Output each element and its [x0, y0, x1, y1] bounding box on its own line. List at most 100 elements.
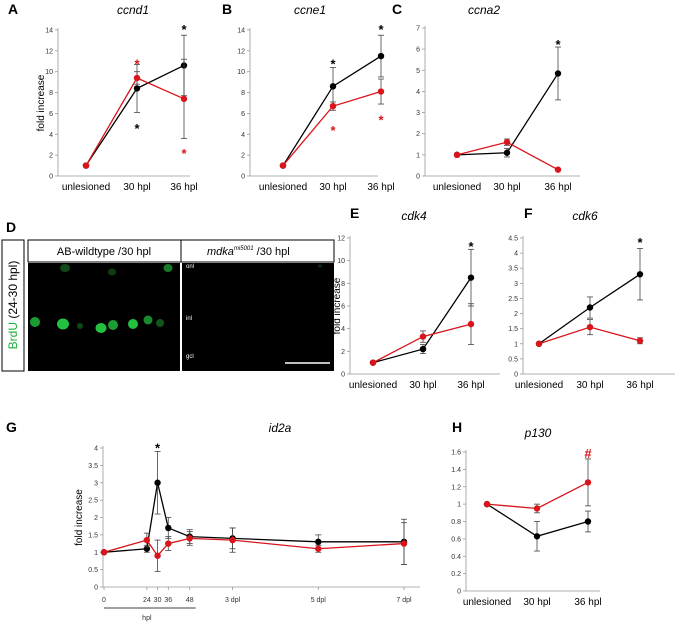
y-tick-label: 0: [457, 589, 461, 596]
data-point: [554, 70, 562, 77]
series-mutant: [82, 58, 188, 169]
y-tick-label: 0.2: [451, 571, 461, 578]
y-tick-label: 1.5: [88, 532, 98, 539]
data-point: [533, 505, 541, 512]
y-axis-label: fold increase: [74, 489, 85, 546]
data-point: [133, 85, 141, 92]
data-point: [315, 545, 322, 552]
y-tick-label: 10: [237, 69, 245, 76]
series-wildtype: [453, 46, 562, 159]
data-point: [186, 535, 193, 542]
micrograph-panel: D BrdU (24-30 hpl) AB-wildtype /30 hpl m…: [1, 219, 335, 372]
significance-marker: *: [555, 37, 561, 52]
x-tick-label: 0: [102, 597, 106, 604]
y-tick-label: 0.8: [451, 519, 461, 526]
y-tick-label: 0: [416, 174, 420, 181]
y-tick-label: 0: [514, 372, 518, 379]
y-tick-label: 6: [241, 111, 245, 118]
x-category-label: unlesioned: [349, 380, 397, 391]
y-tick-label: 7: [416, 26, 420, 33]
significance-marker: *: [468, 239, 474, 254]
layer-inl: inl: [186, 316, 192, 322]
data-point: [586, 323, 594, 331]
y-tick-label: 0.5: [508, 356, 518, 363]
y-tick-label: 1.5: [508, 326, 518, 333]
significance-marker: *: [637, 235, 643, 250]
x-category-label: unlesioned: [259, 182, 307, 193]
y-tick-label: 4: [94, 446, 98, 453]
data-point: [279, 162, 287, 169]
y-tick-label: 8: [49, 90, 53, 97]
y-tick-label: 12: [237, 48, 245, 55]
y-tick-label: 5: [416, 68, 420, 75]
significance-marker: *: [330, 123, 336, 138]
y-tick-label: 4.5: [508, 236, 518, 243]
x-category-label: unlesioned: [62, 182, 110, 193]
data-point: [584, 518, 592, 525]
x-tick-label: 7 dpl: [396, 597, 412, 604]
x-tick-label: 30: [154, 597, 162, 604]
data-point: [467, 320, 475, 328]
data-point: [369, 359, 377, 366]
y-tick-label: 10: [45, 69, 53, 76]
x-category-label: 36 hpl: [626, 380, 653, 391]
y-tick-label: 1: [416, 152, 420, 159]
x-category-label: 30 hpl: [576, 380, 603, 391]
series-mutant: [369, 303, 475, 366]
panel-label-d: D: [6, 219, 16, 235]
x-category-label: 36 hpl: [170, 182, 197, 193]
series-mutant: [483, 458, 592, 514]
y-tick-label: 2: [49, 153, 53, 160]
y-tick-label: 3: [514, 281, 518, 288]
y-tick-label: 4: [49, 132, 53, 139]
y-tick-label: 1.4: [451, 467, 461, 474]
chart-title: id2a: [269, 421, 292, 435]
chart-title: ccna2: [468, 3, 500, 17]
data-point: [636, 337, 644, 344]
x-tick-label: 48: [186, 597, 194, 604]
series-line: [456, 141, 559, 171]
x-tick-label: 36: [164, 597, 172, 604]
data-point: [586, 304, 594, 311]
data-point: [180, 95, 188, 103]
data-point: [165, 540, 172, 547]
y-tick-label: 0.5: [88, 567, 98, 574]
y-tick-label: 1.2: [451, 484, 461, 491]
series-mutant: [535, 319, 644, 347]
x-category-label: 36 hpl: [544, 182, 571, 193]
series-mutant: [100, 522, 408, 572]
significance-marker: *: [134, 56, 140, 71]
series-mutant: [453, 138, 562, 173]
y-tick-label: 2: [241, 153, 245, 160]
data-point: [554, 166, 562, 173]
data-point: [533, 533, 541, 540]
y-tick-label: 0.4: [451, 554, 461, 561]
y-tick-label: 2: [416, 131, 420, 138]
data-point: [154, 479, 161, 486]
chart-title: ccne1: [294, 3, 326, 17]
series-mutant: [279, 78, 385, 169]
data-point: [419, 345, 427, 353]
data-point: [329, 83, 337, 90]
x-group-label: hpl: [142, 615, 152, 622]
series-wildtype: [82, 34, 188, 169]
y-tick-label: 6: [416, 47, 420, 54]
y-tick-label: 0: [49, 174, 53, 181]
data-point: [154, 552, 161, 559]
data-point: [636, 271, 644, 278]
x-tick-label: 3 dpl: [225, 597, 241, 604]
panel-label: G: [6, 419, 17, 435]
y-tick-label: 2: [94, 515, 98, 522]
y-tick-label: 4: [514, 251, 518, 258]
header-wildtype: AB-wildtype /30 hpl: [57, 246, 151, 258]
panel-label: B: [222, 1, 232, 17]
y-tick-label: 3.5: [508, 266, 518, 273]
data-point: [503, 138, 511, 146]
x-category-label: 30 hpl: [409, 380, 436, 391]
chart-title: p130: [524, 426, 552, 440]
